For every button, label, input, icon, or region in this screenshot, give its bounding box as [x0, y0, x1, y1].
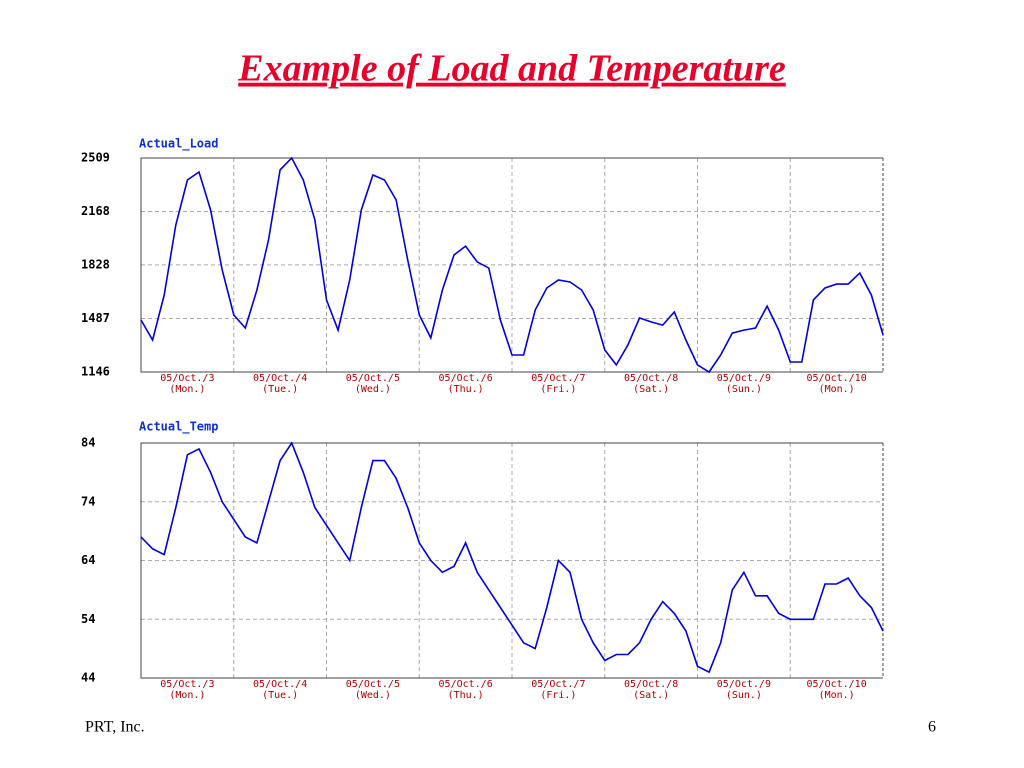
x-tick-date: 05/Oct./8	[624, 679, 678, 690]
x-tick-day: (Sun.)	[726, 384, 762, 395]
data-line	[140, 156, 884, 374]
footer-right: 6	[928, 719, 936, 736]
x-tick-day: (Sat.)	[633, 690, 669, 701]
y-tick-label: 1146	[81, 365, 110, 379]
chart-title: Actual_Load	[139, 137, 218, 152]
x-tick-day: (Sun.)	[726, 690, 762, 701]
x-tick-date: 05/Oct./4	[253, 373, 307, 384]
x-tick-date: 05/Oct./7	[531, 679, 585, 690]
y-tick-label: 44	[81, 671, 95, 685]
x-tick-date: 05/Oct./3	[160, 679, 214, 690]
x-tick-day: (Tue.)	[262, 384, 298, 395]
x-tick-day: (Sat.)	[633, 384, 669, 395]
y-tick-label: 84	[81, 436, 95, 450]
y-tick-label: 64	[81, 553, 95, 567]
y-tick-label: 54	[81, 612, 95, 626]
chart-title: Actual_Temp	[139, 420, 218, 435]
x-tick-date: 05/Oct./8	[624, 373, 678, 384]
x-tick-date: 05/Oct./10	[807, 373, 867, 384]
y-tick-label: 1828	[81, 257, 110, 271]
y-tick-label: 74	[81, 494, 95, 508]
x-tick-date: 05/Oct./10	[807, 679, 867, 690]
y-tick-label: 1487	[81, 311, 110, 325]
x-tick-date: 05/Oct./6	[439, 679, 493, 690]
x-tick-date: 05/Oct./5	[346, 679, 400, 690]
x-tick-day: (Mon.)	[819, 384, 855, 395]
x-tick-day: (Wed.)	[355, 384, 391, 395]
x-tick-day: (Mon.)	[169, 384, 205, 395]
x-tick-day: (Fri.)	[540, 384, 576, 395]
x-tick-date: 05/Oct./7	[531, 373, 585, 384]
x-tick-date: 05/Oct./9	[717, 679, 771, 690]
x-tick-day: (Tue.)	[262, 690, 298, 701]
x-tick-date: 05/Oct./9	[717, 373, 771, 384]
data-line	[140, 441, 884, 674]
x-tick-day: (Mon.)	[819, 690, 855, 701]
x-tick-day: (Thu.)	[448, 384, 484, 395]
y-tick-label: 2509	[81, 151, 110, 165]
plot-frame	[140, 157, 883, 373]
x-tick-day: (Thu.)	[448, 690, 484, 701]
x-tick-date: 05/Oct./6	[439, 373, 493, 384]
x-tick-day: (Wed.)	[355, 690, 391, 701]
x-tick-date: 05/Oct./5	[346, 373, 400, 384]
x-tick-date: 05/Oct./4	[253, 679, 307, 690]
footer-left: PRT, Inc.	[85, 719, 145, 736]
slide-title: Example of Load and Temperature	[237, 48, 786, 90]
x-tick-day: (Fri.)	[540, 690, 576, 701]
x-tick-day: (Mon.)	[169, 690, 205, 701]
y-tick-label: 2168	[81, 204, 110, 218]
x-tick-date: 05/Oct./3	[160, 373, 214, 384]
plot-frame	[140, 442, 883, 679]
